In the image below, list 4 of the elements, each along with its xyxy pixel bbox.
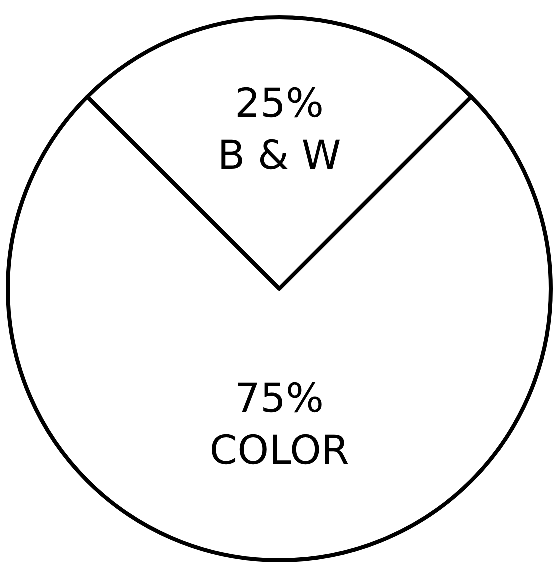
slice-label: B & W [218,132,342,179]
slice-label: COLOR [210,428,350,474]
data-label: 75% [235,376,324,422]
data-label: 25% [235,80,324,127]
